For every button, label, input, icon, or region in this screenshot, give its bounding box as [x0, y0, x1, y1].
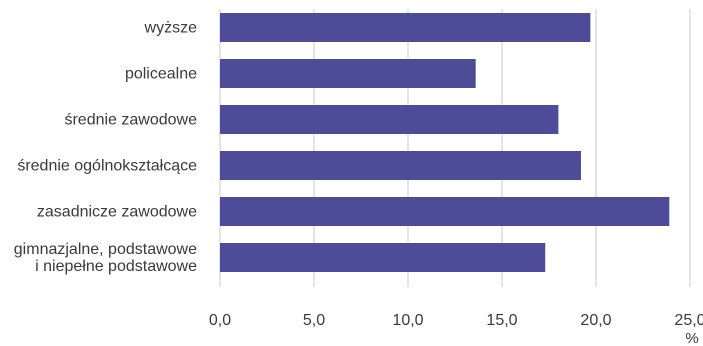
bar [220, 105, 559, 134]
category-label: średnie ogólnokształcące [17, 158, 197, 175]
x-tick-label: 0,0 [209, 312, 231, 329]
x-tick-label: 5,0 [303, 312, 325, 329]
category-label-line: średnie ogólnokształcące [17, 158, 197, 175]
category-labels: wyższe policealne średnie zawodowe średnie … [14, 20, 197, 276]
bar [220, 13, 591, 42]
category-label-line: zasadnicze zawodowe [37, 204, 197, 221]
x-tick-label: 15,0 [486, 312, 517, 329]
x-tick-label: 10,0 [392, 312, 423, 329]
category-label-line: wyższe [144, 20, 198, 37]
category-label: policealne [125, 66, 197, 83]
gridlines [219, 9, 691, 287]
bar [220, 197, 670, 226]
x-tick-label: 20,0 [580, 312, 611, 329]
x-tick-labels: 0,0 5,0 10,0 15,0 20,0 25,0 [209, 312, 703, 329]
category-label-line: policealne [125, 66, 197, 83]
bar [220, 243, 546, 272]
category-label: gimnazjalne, podstawowe i niepełne podsta… [14, 241, 197, 275]
category-label: wyższe [144, 20, 198, 37]
category-label-line: gimnazjalne, podstawowe [14, 241, 197, 258]
x-tick-label: 25,0 [674, 312, 703, 329]
category-label-line: średnie zawodowe [64, 112, 197, 129]
category-label-line: i niepełne podstawowe [35, 258, 197, 275]
category-label: średnie zawodowe [64, 112, 197, 129]
category-label: zasadnicze zawodowe [37, 204, 197, 221]
x-unit-label: % [685, 330, 698, 346]
bar [220, 59, 476, 88]
bar [220, 151, 581, 180]
bars [220, 13, 670, 272]
